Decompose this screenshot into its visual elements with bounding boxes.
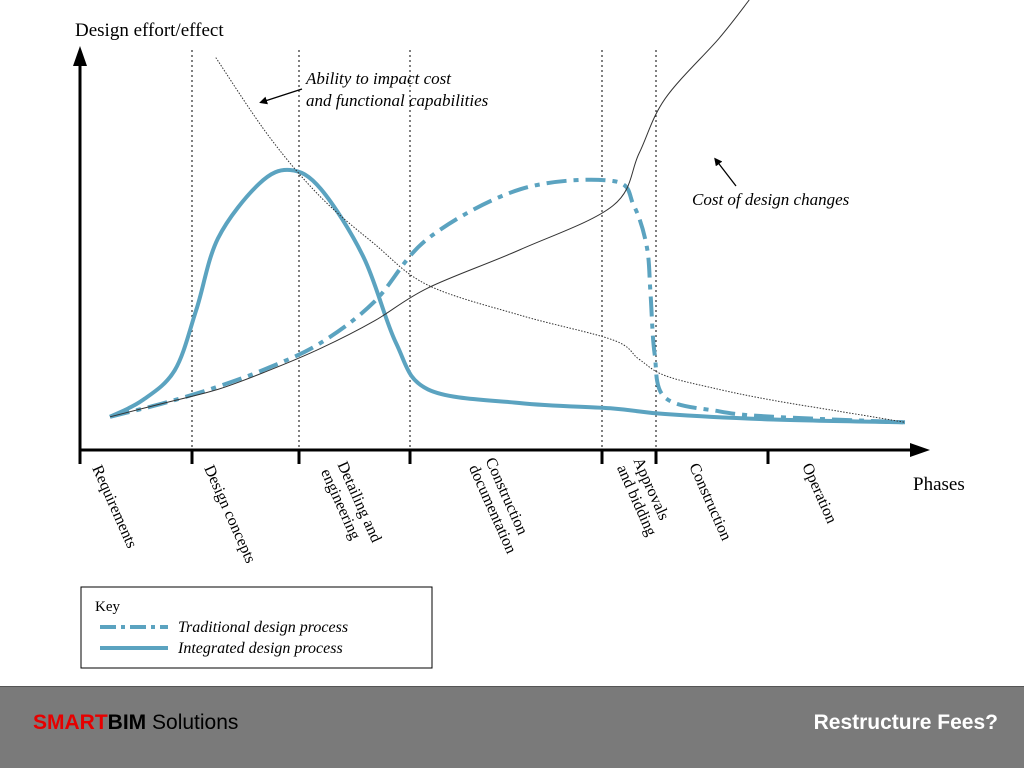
brand-solutions: Solutions (146, 711, 239, 734)
brand-smart: SMART (33, 711, 108, 734)
series-cost-of-changes (109, 0, 750, 418)
annotation-ability: Ability to impact cost and functional ca… (305, 69, 489, 110)
annotation-ability-line-2: and functional capabilities (306, 91, 489, 110)
phase-label-2: Design concepts (200, 463, 258, 566)
phase-labels: Requirements Design concepts Detailing and… (88, 455, 840, 566)
annotation-cost: Cost of design changes (692, 190, 850, 209)
series-integrated (109, 167, 906, 425)
x-axis-arrow-icon (910, 443, 930, 457)
series-ability-to-impact (215, 57, 906, 423)
legend-label-traditional: Traditional design process (178, 619, 348, 636)
y-axis-label: Design effort/effect (75, 20, 224, 41)
design-effort-chart: Design effort/effect Phases Requirements… (73, 0, 965, 669)
phase-ticks (78, 450, 770, 464)
legend-label-integrated: Integrated design process (177, 640, 343, 657)
brand-bim: BIM (107, 711, 147, 734)
phase-divider-lines (191, 50, 657, 450)
phase-label-6: Construction (685, 461, 734, 543)
x-axis-label: Phases (913, 474, 965, 495)
annotation-cost-arrow (714, 157, 737, 187)
phase-label-4: Constructiondocumentation (465, 455, 536, 556)
phase-label-3: Detailing andengineering (317, 459, 384, 552)
y-axis-arrow-icon (73, 46, 87, 66)
phase-label-1: Requirements (88, 463, 140, 551)
legend-title: Key (95, 599, 120, 615)
series-layer (109, 0, 906, 425)
phase-label-5: Approvalsand bidding (613, 455, 676, 539)
slide-title: Restructure Fees? (813, 711, 998, 734)
annotation-ability-line-1: Ability to impact cost (305, 69, 452, 88)
annotation-ability-arrow (259, 88, 303, 105)
brand-logo: SMARTBIM Solutions (33, 711, 238, 735)
series-traditional (109, 177, 906, 425)
phase-label-7: Operation (798, 461, 840, 526)
footer-bar: SMARTBIM Solutions Restructure Fees? (0, 686, 1024, 768)
legend: Key Traditional design process Integrate… (80, 586, 433, 669)
